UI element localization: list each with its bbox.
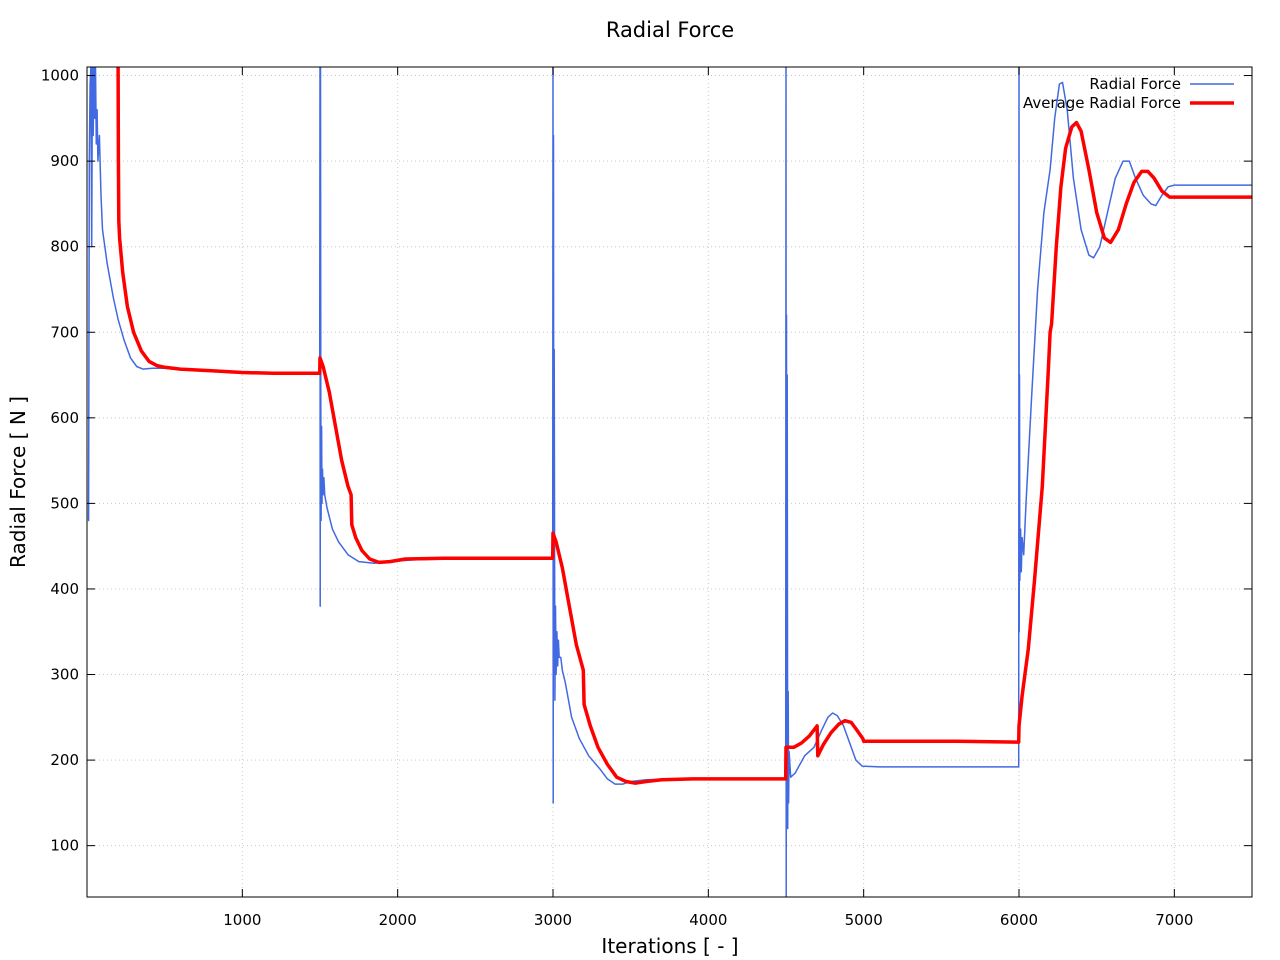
plot-frame bbox=[86, 66, 1253, 898]
series-layer bbox=[87, 67, 1252, 897]
x-tick-label: 1000 bbox=[223, 911, 261, 929]
x-axis-label: Iterations [ - ] bbox=[601, 934, 738, 958]
chart-title: Radial Force bbox=[606, 18, 734, 42]
x-tick-label: 7000 bbox=[1155, 911, 1193, 929]
x-tick-label: 4000 bbox=[689, 911, 727, 929]
y-tick-label: 900 bbox=[50, 152, 79, 170]
x-tick-label: 3000 bbox=[534, 911, 572, 929]
y-tick-label: 200 bbox=[50, 751, 79, 769]
x-tick-label: 2000 bbox=[379, 911, 417, 929]
legend-label: Radial Force bbox=[1089, 75, 1181, 93]
y-tick-label: 500 bbox=[50, 494, 79, 512]
y-tick-label: 800 bbox=[50, 238, 79, 256]
series-line-radial-force bbox=[87, 67, 1252, 897]
series-line-average-radial-force bbox=[116, 67, 1252, 785]
y-tick-label: 600 bbox=[50, 409, 79, 427]
y-tick-label: 100 bbox=[50, 837, 79, 855]
y-tick-label: 700 bbox=[50, 323, 79, 341]
axis-ticks: 1000 2000 3000 4000 5000 6000 7000 100 200 300 400… bbox=[41, 67, 1252, 929]
grid-lines bbox=[87, 67, 1252, 897]
legend-label: Average Radial Force bbox=[1023, 94, 1181, 112]
y-tick-label: 1000 bbox=[41, 67, 79, 85]
y-tick-label: 300 bbox=[50, 666, 79, 684]
y-tick-label: 400 bbox=[50, 580, 79, 598]
x-tick-label: 6000 bbox=[1000, 911, 1038, 929]
y-axis-label: Radial Force [ N ] bbox=[6, 396, 30, 568]
x-tick-label: 5000 bbox=[845, 911, 883, 929]
